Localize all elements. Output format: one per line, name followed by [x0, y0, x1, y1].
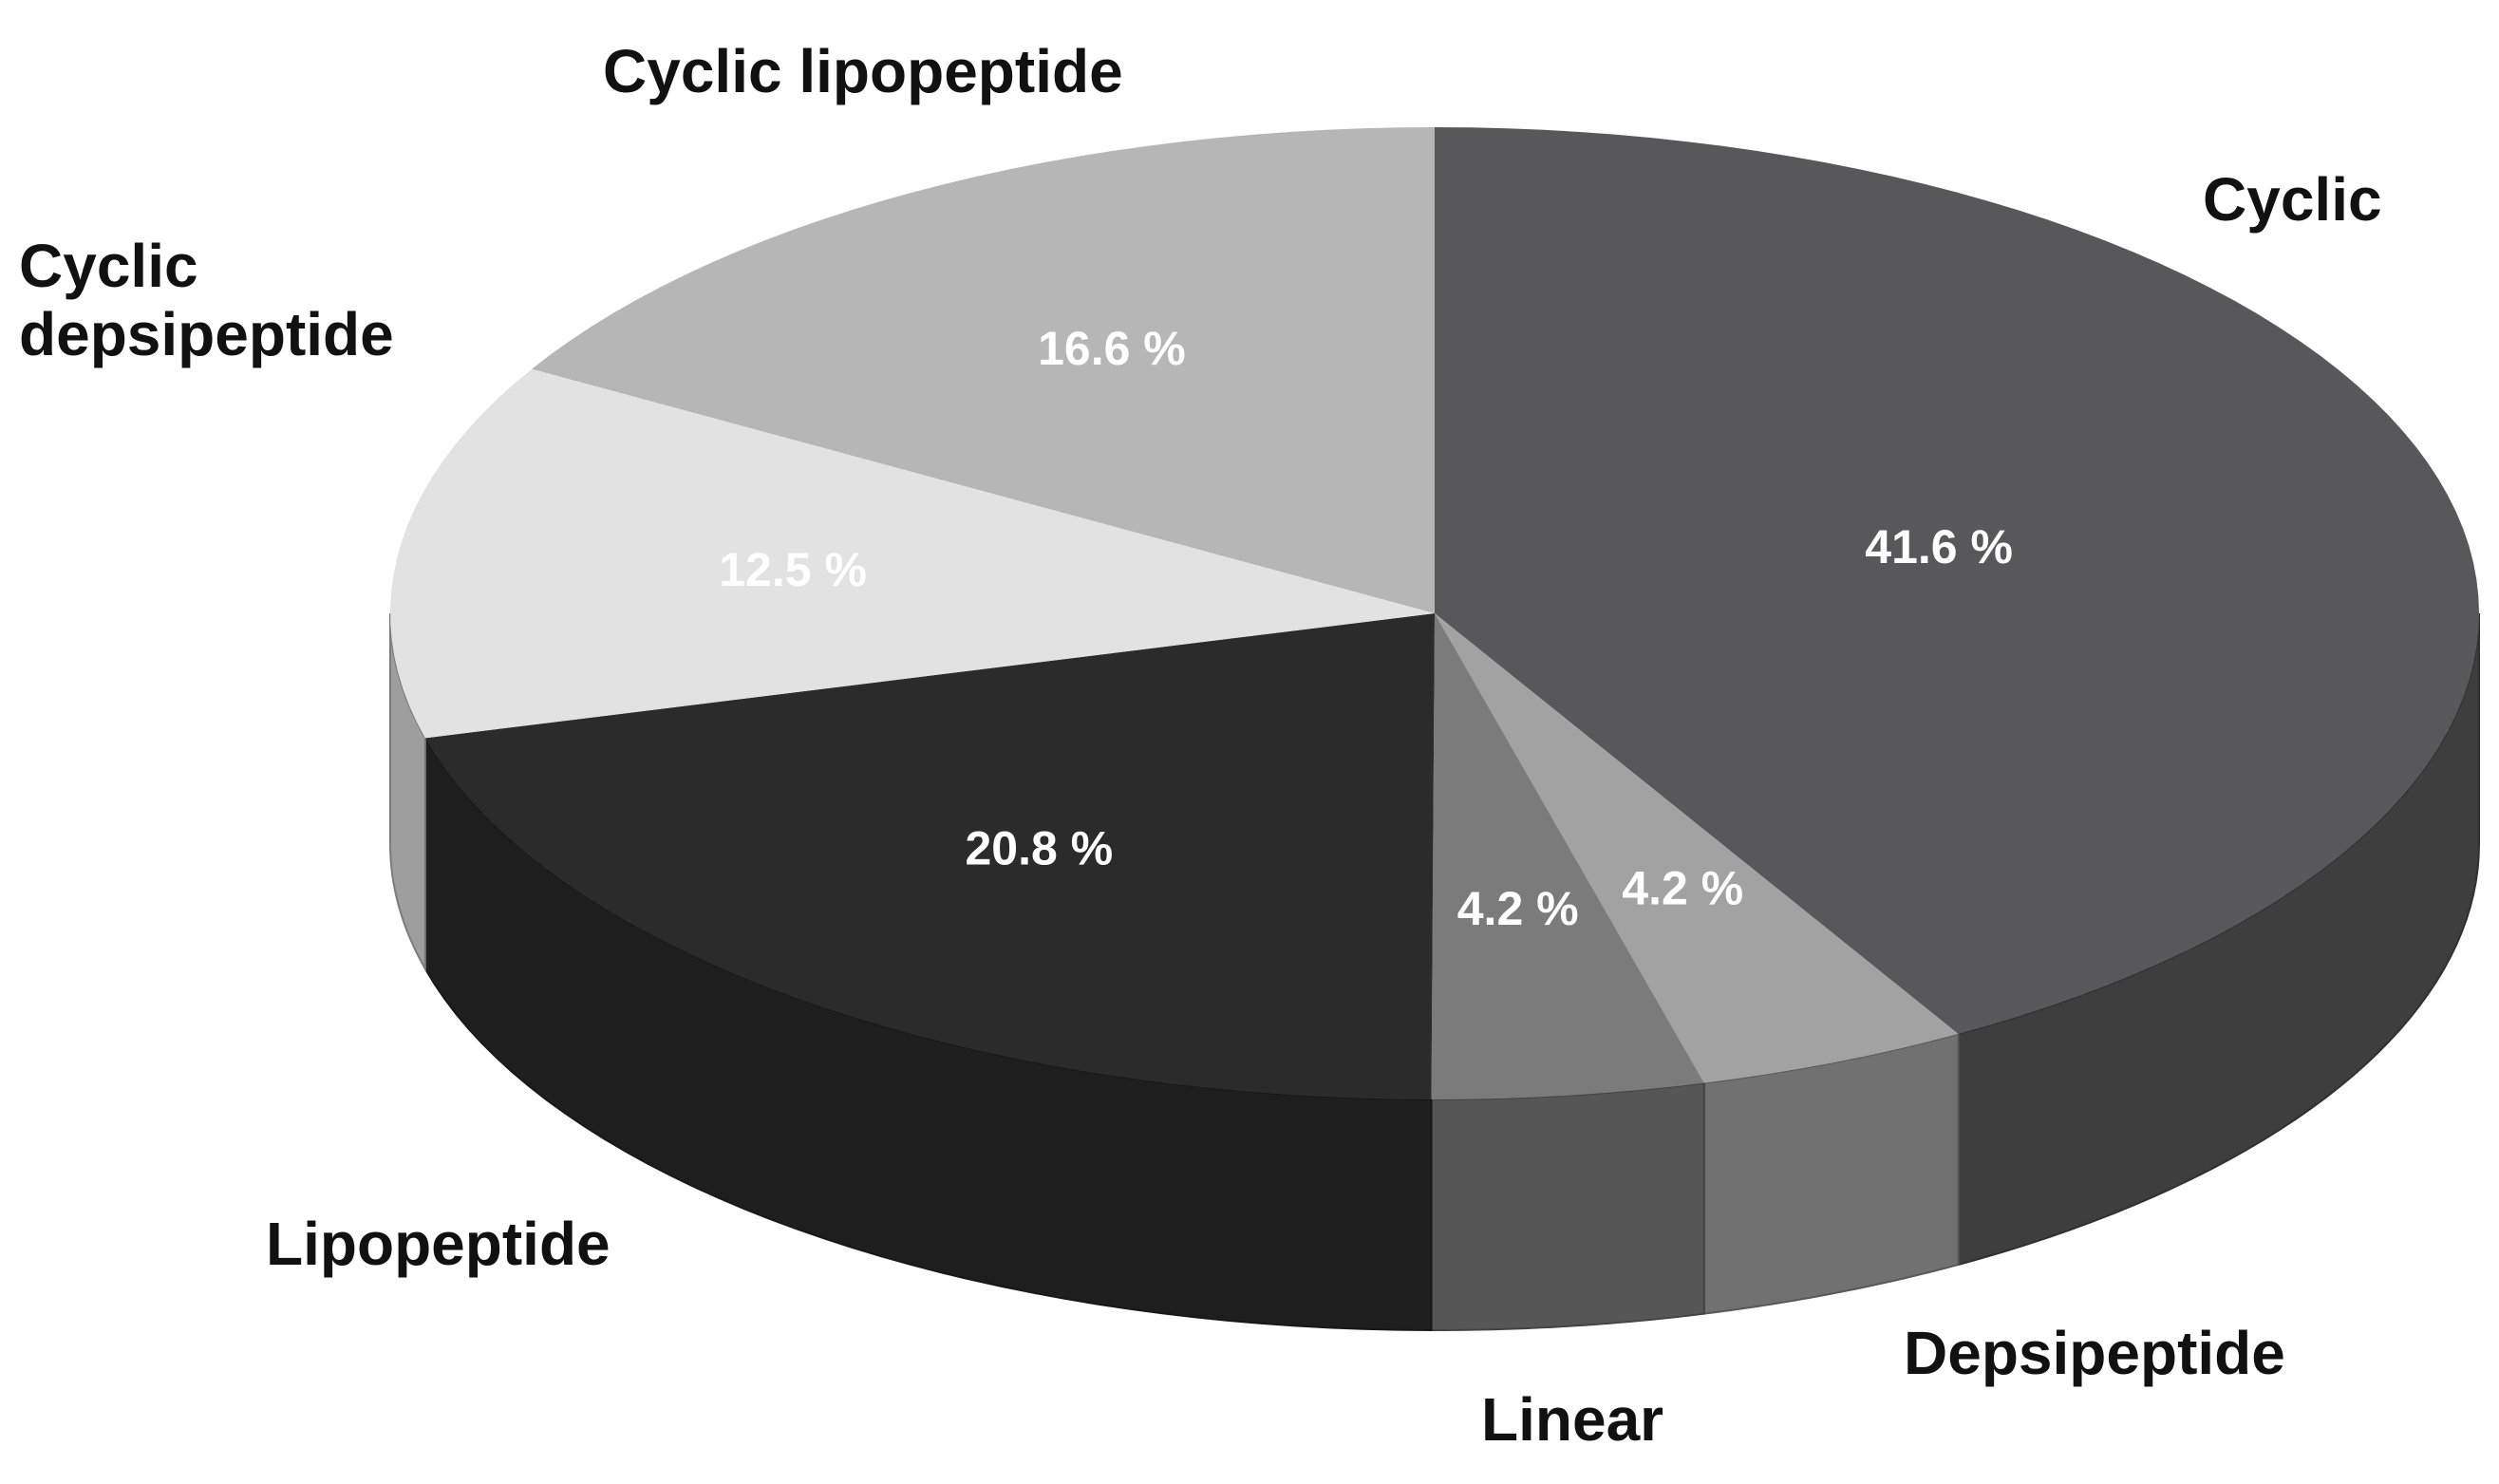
slice — [532, 127, 1435, 613]
category-label: Cyclic lipopeptide — [603, 37, 1123, 105]
value-label: 16.6 % — [1038, 322, 1186, 375]
value-label: 41.6 % — [1865, 520, 2013, 573]
category-label: Linear — [1481, 1385, 1664, 1454]
slice — [424, 613, 1435, 1099]
category-label: Cyclic — [2203, 165, 2382, 234]
category-label: Cyclic depsipeptide — [19, 232, 394, 368]
slice — [1431, 613, 1704, 1099]
value-label: 4.2 % — [1622, 861, 1743, 914]
slice — [1435, 127, 2479, 1035]
slice-side — [1430, 1081, 1705, 1331]
slice — [390, 368, 1435, 739]
category-label: Depsipeptide — [1904, 1319, 2285, 1387]
category-label: Lipopeptide — [266, 1210, 611, 1278]
value-label: 12.5 % — [719, 543, 867, 596]
slice-side — [389, 612, 426, 973]
value-label: 20.8 % — [966, 822, 1114, 875]
slice — [1435, 613, 1959, 1083]
value-label: 4.2 % — [1457, 882, 1579, 935]
